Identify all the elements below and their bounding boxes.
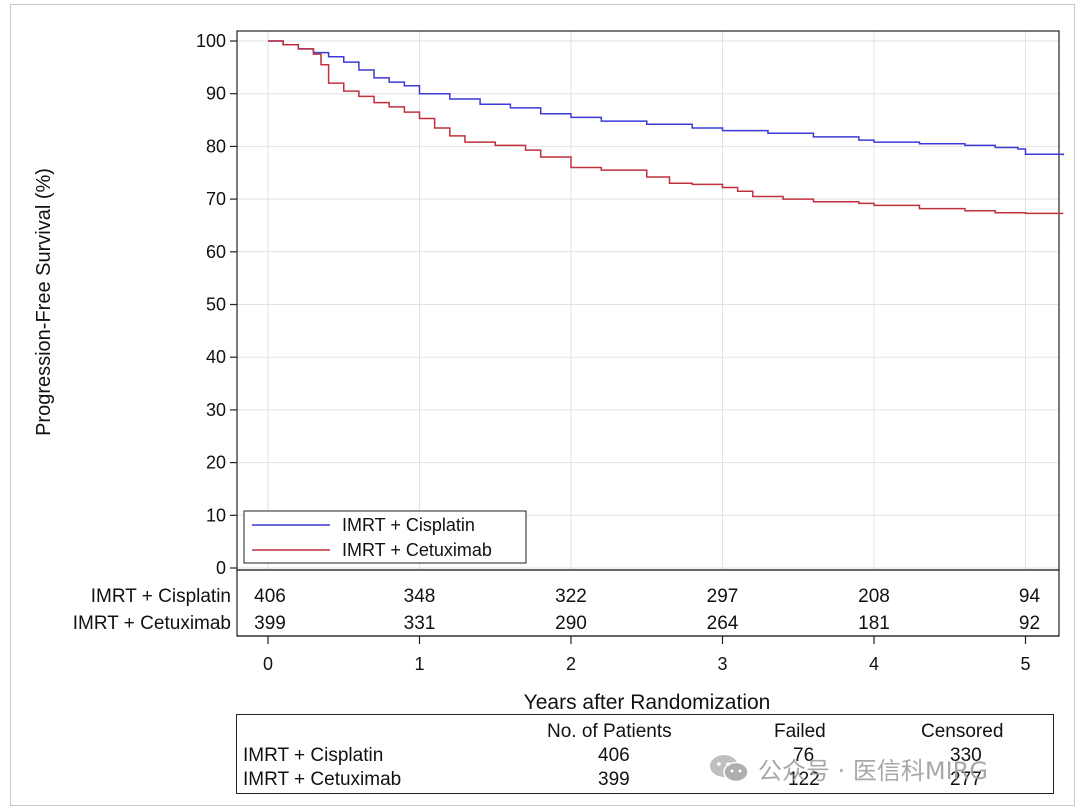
at-risk-row-label: IMRT + Cetuximab — [73, 613, 231, 634]
legend: IMRT + Cisplatin IMRT + Cetuximab — [243, 510, 527, 564]
summary-table: No. of Patients Failed Censored IMRT + C… — [236, 714, 1054, 794]
summary-row-patients: 399 — [598, 769, 630, 790]
summary-header-censored: Censored — [921, 721, 1004, 742]
y-tick-label: 50 — [206, 295, 226, 315]
summary-row-censored: 330 — [950, 745, 982, 766]
legend-label-cetuximab: IMRT + Cetuximab — [342, 540, 492, 560]
grid — [237, 31, 1059, 570]
at-risk-rows: IMRT + Cisplatin 406 348 322 297 208 94 IMRT + … — [73, 586, 1041, 634]
at-risk-table — [236, 569, 1060, 637]
watermark: 公众号 · 医信科MIRG — [708, 748, 988, 788]
summary-header-failed: Failed — [774, 721, 826, 742]
watermark-text: 公众号 · 医信科MIRG — [758, 756, 988, 785]
y-axis-label: Progression-Free Survival (%) — [33, 168, 55, 436]
y-tick-label: 70 — [206, 189, 226, 209]
at-risk-row-label: IMRT + Cisplatin — [91, 586, 231, 607]
y-tick-label: 0 — [216, 558, 226, 578]
y-tick-label: 40 — [206, 347, 226, 367]
x-axis-label: Years after Randomization — [524, 691, 771, 711]
summary-header-patients: No. of Patients — [547, 721, 672, 742]
x-tick-label: 4 — [869, 654, 879, 674]
y-axis: 0 10 20 30 40 50 60 70 80 90 100 — [196, 31, 237, 578]
y-tick-label: 80 — [206, 136, 226, 156]
at-risk-count: 290 — [555, 613, 587, 634]
at-risk-count: 399 — [254, 613, 286, 634]
at-risk-count: 208 — [858, 586, 890, 607]
summary-row-failed: 76 — [793, 745, 815, 766]
x-tick-label: 3 — [717, 654, 727, 674]
figure-frame — [10, 4, 1075, 806]
at-risk-count: 297 — [707, 586, 739, 607]
y-tick-label: 30 — [206, 400, 226, 420]
y-tick-label: 60 — [206, 242, 226, 262]
x-tick-label: 0 — [263, 654, 273, 674]
legend-box — [243, 510, 527, 564]
x-tick-label: 2 — [566, 654, 576, 674]
at-risk-count: 348 — [404, 586, 436, 607]
x-axis: 0 1 2 3 4 5 — [237, 635, 1059, 674]
at-risk-count: 406 — [254, 586, 286, 607]
km-curve-cetuximab — [268, 40, 1064, 215]
km-curve-cisplatin — [268, 40, 1065, 156]
x-tick-label: 1 — [414, 654, 424, 674]
at-risk-count: 264 — [707, 613, 739, 634]
legend-label-cisplatin: IMRT + Cisplatin — [342, 515, 475, 535]
wechat-icon — [710, 755, 749, 783]
summary-row-patients: 406 — [598, 745, 630, 766]
x-tick-label: 5 — [1020, 654, 1030, 674]
at-risk-count: 181 — [858, 613, 890, 634]
summary-row-censored: 277 — [950, 769, 982, 790]
summary-row-name: IMRT + Cisplatin — [243, 745, 384, 766]
at-risk-count: 331 — [404, 613, 436, 634]
y-tick-label: 100 — [196, 31, 226, 51]
y-tick-label: 20 — [206, 453, 226, 473]
at-risk-count: 92 — [1019, 613, 1040, 634]
y-tick-label: 10 — [206, 505, 226, 525]
series-layer — [268, 40, 1065, 215]
at-risk-count: 94 — [1019, 586, 1041, 607]
y-tick-label: 90 — [206, 84, 226, 104]
plot-area — [236, 30, 1060, 571]
summary-row-name: IMRT + Cetuximab — [243, 769, 402, 790]
at-risk-count: 322 — [555, 586, 587, 607]
summary-row-failed: 122 — [788, 769, 820, 790]
